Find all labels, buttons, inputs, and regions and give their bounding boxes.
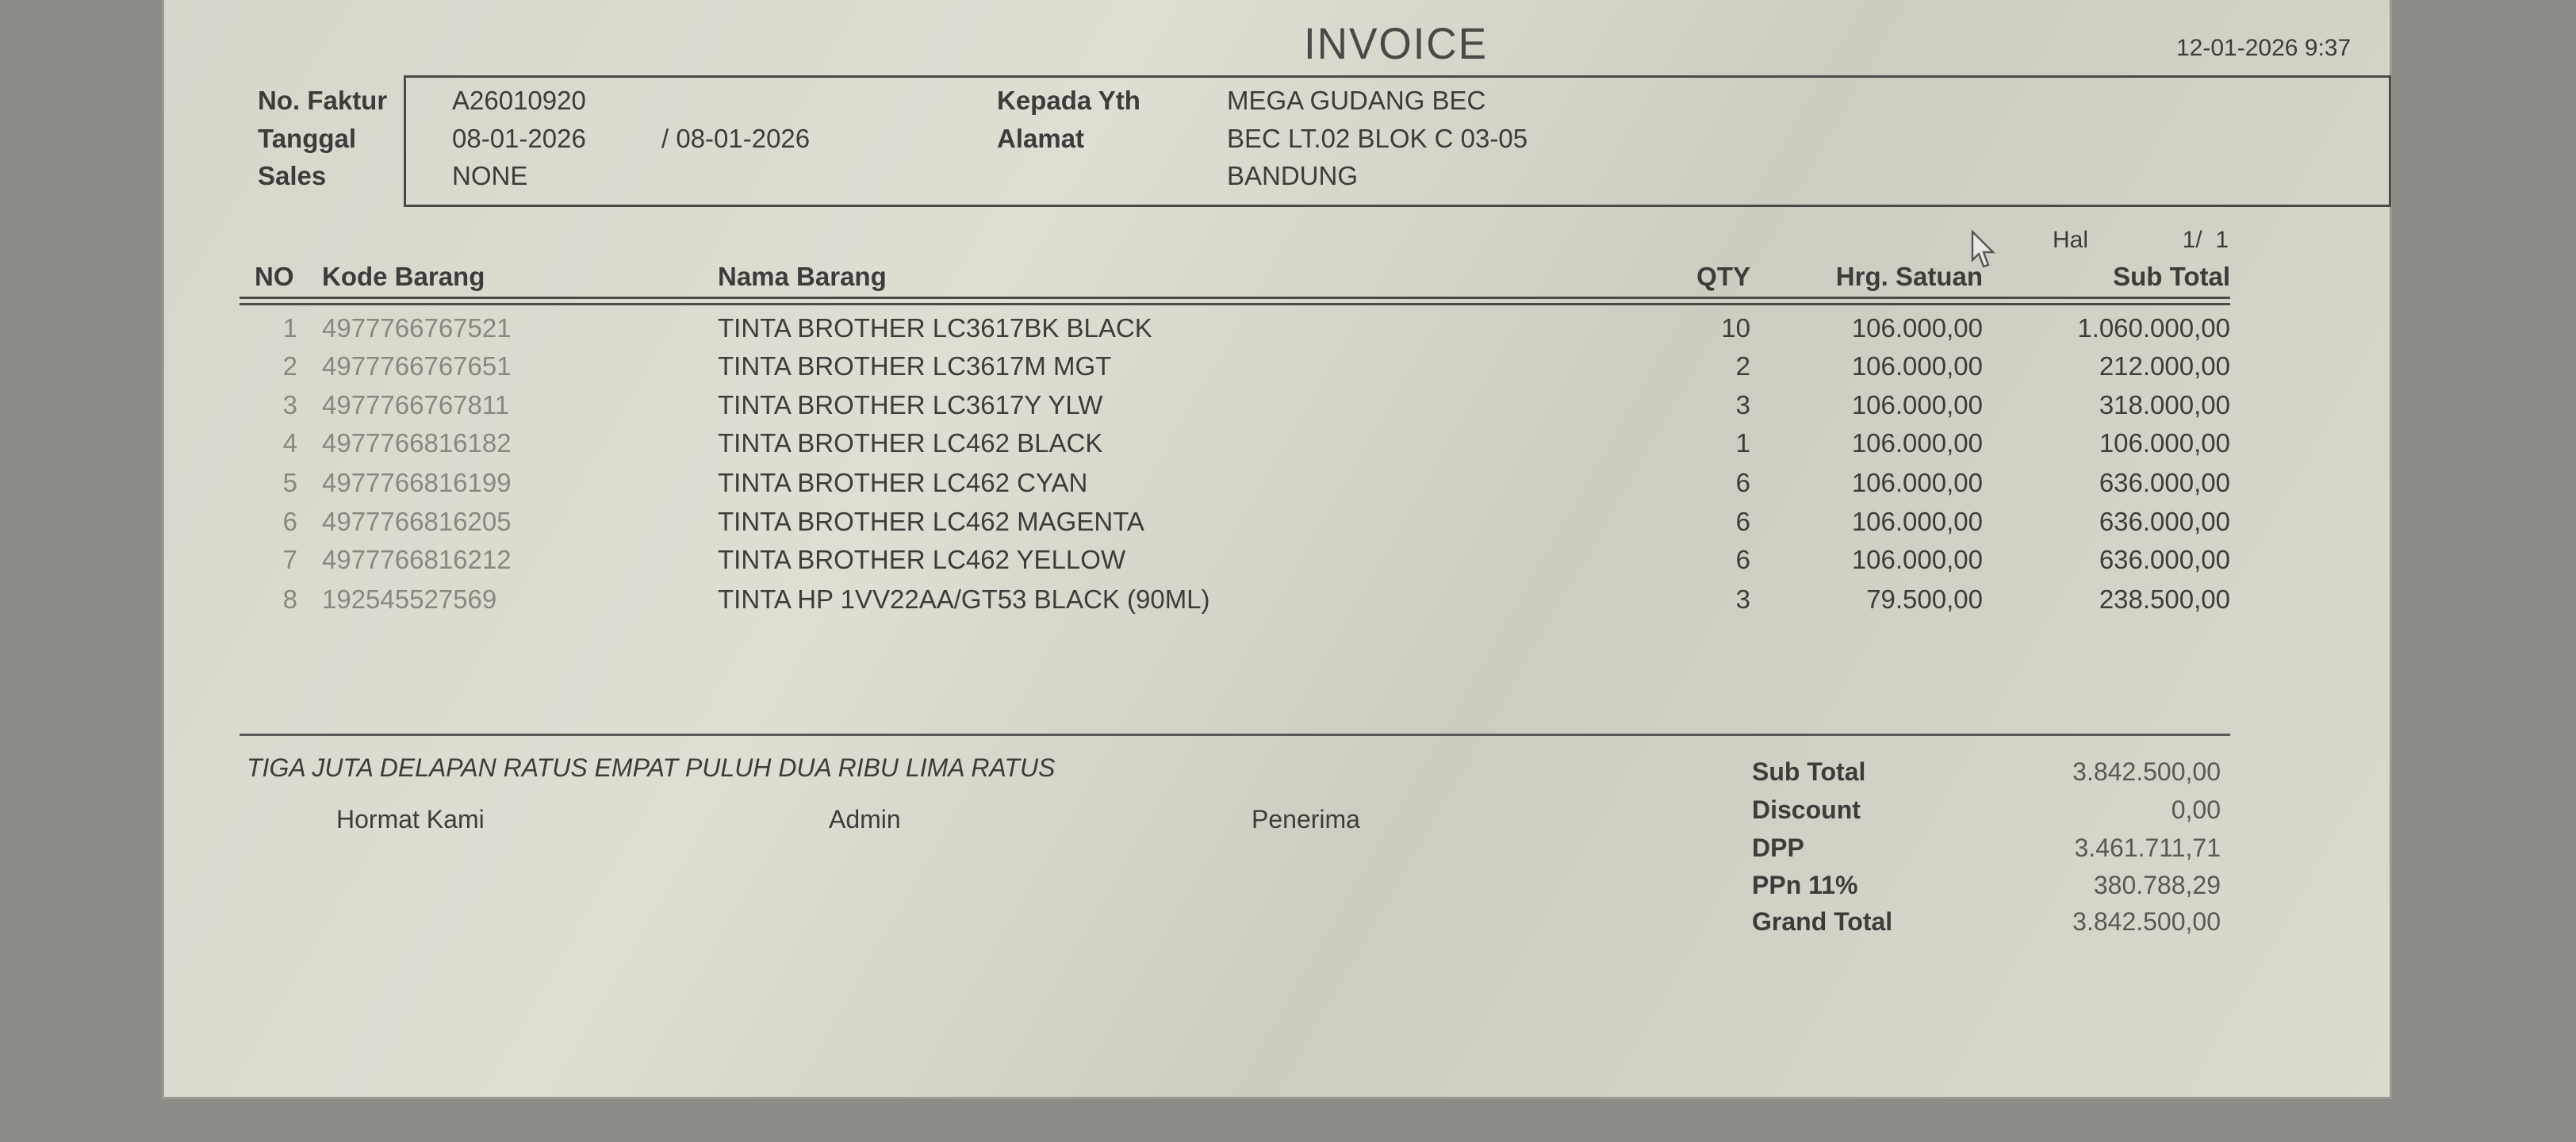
row-kode-barang: 4977766816182	[322, 428, 512, 458]
row-no: 6	[282, 507, 297, 536]
row-nama-barang: TINTA BROTHER LC3617Y YLW	[718, 390, 1103, 420]
invoice-title: INVOICE	[1303, 18, 1489, 68]
row-kode-barang: 4977766816212	[322, 545, 512, 574]
total-label: Discount	[1752, 795, 1861, 824]
col-header-subtotal: Sub Total	[2113, 262, 2230, 291]
row-qty: 10	[1721, 313, 1750, 343]
alamat-label: Alamat	[997, 124, 1085, 153]
col-header-nama: Nama Barang	[718, 262, 887, 291]
row-sub-total: 238.500,00	[2099, 584, 2230, 614]
mouse-cursor-icon	[1971, 230, 1995, 268]
tanggal-label: Tanggal	[258, 124, 357, 153]
row-harga-satuan: 106.000,00	[1851, 468, 1983, 497]
row-sub-total: 106.000,00	[2099, 428, 2230, 458]
row-no: 4	[282, 428, 297, 458]
row-harga-satuan: 79.500,00	[1866, 584, 1983, 614]
signature-hormat-kami: Hormat Kami	[336, 805, 485, 834]
row-sub-total: 636.000,00	[2099, 507, 2230, 536]
header-divider-2	[240, 303, 2230, 305]
row-kode-barang: 4977766816205	[322, 507, 512, 536]
tanggal-value: 08-01-2026	[452, 124, 586, 153]
kepada-label: Kepada Yth	[997, 86, 1140, 115]
total-value: 380.788,29	[2093, 871, 2221, 899]
row-sub-total: 318.000,00	[2099, 390, 2230, 420]
row-nama-barang: TINTA HP 1VV22AA/GT53 BLACK (90ML)	[718, 584, 1210, 614]
signature-penerima: Penerima	[1252, 805, 1360, 834]
row-no: 3	[282, 390, 297, 420]
col-header-qty: QTY	[1696, 262, 1750, 291]
row-sub-total: 1.060.000,00	[2077, 313, 2230, 343]
row-nama-barang: TINTA BROTHER LC462 BLACK	[718, 428, 1103, 458]
row-qty: 6	[1735, 468, 1750, 497]
row-harga-satuan: 106.000,00	[1851, 428, 1983, 458]
total-value: 0,00	[2171, 795, 2221, 824]
row-no: 5	[282, 468, 297, 497]
row-nama-barang: TINTA BROTHER LC3617M MGT	[718, 351, 1112, 381]
row-kode-barang: 4977766767521	[322, 313, 512, 343]
row-nama-barang: TINTA BROTHER LC462 MAGENTA	[718, 507, 1144, 536]
row-no: 1	[282, 313, 297, 343]
alamat-line-2: BANDUNG	[1227, 161, 1359, 190]
alamat-line-1: BEC LT.02 BLOK C 03-05	[1227, 124, 1528, 153]
col-header-kode: Kode Barang	[322, 262, 485, 291]
total-value: 3.461.711,71	[2074, 834, 2221, 862]
row-qty: 1	[1735, 428, 1750, 458]
row-qty: 2	[1735, 351, 1750, 381]
row-harga-satuan: 106.000,00	[1851, 507, 1983, 536]
row-nama-barang: TINTA BROTHER LC462 YELLOW	[718, 545, 1126, 574]
row-harga-satuan: 106.000,00	[1851, 390, 1983, 420]
signature-admin: Admin	[829, 805, 901, 834]
row-kode-barang: 4977766767651	[322, 351, 512, 381]
col-header-harga: Hrg. Satuan	[1835, 262, 1983, 291]
page-label: Hal	[2053, 227, 2089, 253]
sales-label: Sales	[258, 161, 327, 190]
row-kode-barang: 192545527569	[322, 584, 497, 614]
row-sub-total: 636.000,00	[2099, 468, 2230, 497]
row-qty: 6	[1735, 507, 1750, 536]
row-nama-barang: TINTA BROTHER LC3617BK BLACK	[718, 313, 1152, 343]
total-value: 3.842.500,00	[2072, 757, 2221, 786]
invoice-screen: INVOICE 12-01-2026 9:37	[164, 0, 2391, 1097]
row-no: 8	[282, 584, 297, 614]
printed-timestamp: 12-01-2026 9:37	[2176, 35, 2352, 61]
row-harga-satuan: 106.000,00	[1851, 545, 1983, 574]
kepada-value: MEGA GUDANG BEC	[1227, 86, 1486, 115]
row-no: 7	[282, 545, 297, 574]
row-qty: 3	[1735, 584, 1750, 614]
tanggal-value-2: / 08-01-2026	[661, 124, 811, 153]
no-faktur-label: No. Faktur	[258, 86, 388, 115]
invoice-header-box	[404, 75, 2391, 207]
row-qty: 3	[1735, 390, 1750, 420]
header-divider	[240, 297, 2230, 299]
total-label: PPn 11%	[1752, 871, 1858, 899]
page-number: 1/ 1	[2182, 227, 2229, 253]
sales-value: NONE	[452, 161, 528, 190]
row-harga-satuan: 106.000,00	[1851, 351, 1983, 381]
row-kode-barang: 4977766816199	[322, 468, 512, 497]
total-label: DPP	[1752, 834, 1804, 862]
terbilang-text: TIGA JUTA DELAPAN RATUS EMPAT PULUH DUA …	[247, 753, 1056, 782]
total-label: Grand Total	[1752, 907, 1893, 936]
row-sub-total: 212.000,00	[2099, 351, 2230, 381]
row-sub-total: 636.000,00	[2099, 545, 2230, 574]
total-value: 3.842.500,00	[2072, 907, 2221, 936]
row-qty: 6	[1735, 545, 1750, 574]
total-label: Sub Total	[1752, 757, 1866, 786]
row-nama-barang: TINTA BROTHER LC462 CYAN	[718, 468, 1088, 497]
row-harga-satuan: 106.000,00	[1851, 313, 1983, 343]
row-kode-barang: 4977766767811	[322, 390, 510, 420]
row-no: 2	[282, 351, 297, 381]
no-faktur-value: A26010920	[452, 86, 586, 115]
table-bottom-divider	[240, 734, 2230, 736]
col-header-no: NO	[255, 262, 294, 291]
